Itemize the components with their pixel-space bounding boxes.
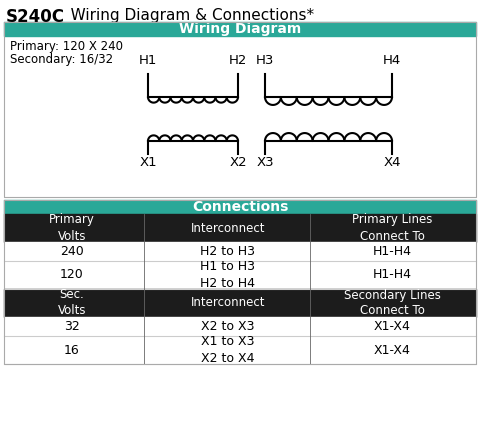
Text: X1 to X3
X2 to X4: X1 to X3 X2 to X4 xyxy=(201,335,255,365)
Text: 16: 16 xyxy=(64,343,80,356)
Text: Connections: Connections xyxy=(192,200,288,214)
Bar xyxy=(4,200,476,214)
Text: H1 to H3
H2 to H4: H1 to H3 H2 to H4 xyxy=(201,260,255,290)
Bar xyxy=(4,336,476,364)
Bar xyxy=(4,289,476,317)
Text: Primary Lines
Connect To: Primary Lines Connect To xyxy=(352,214,432,243)
Text: Secondary: 16/32: Secondary: 16/32 xyxy=(10,53,113,66)
Text: X1-X4: X1-X4 xyxy=(373,320,410,333)
Text: Wiring Diagram: Wiring Diagram xyxy=(179,22,301,36)
Text: Primary
Volts: Primary Volts xyxy=(49,214,95,243)
Text: 120: 120 xyxy=(60,269,84,282)
Text: X2: X2 xyxy=(229,156,247,169)
Text: S240C: S240C xyxy=(6,8,65,26)
Text: X2 to X3: X2 to X3 xyxy=(201,320,255,333)
Bar xyxy=(4,36,476,197)
Text: H1-H4: H1-H4 xyxy=(372,269,411,282)
Text: Interconnect: Interconnect xyxy=(191,296,265,309)
Text: Primary: 120 X 240: Primary: 120 X 240 xyxy=(10,40,123,53)
Bar xyxy=(4,261,476,289)
Text: Secondary Lines
Connect To: Secondary Lines Connect To xyxy=(344,289,441,318)
Text: Sec.
Volts: Sec. Volts xyxy=(58,289,86,318)
Text: H1-H4: H1-H4 xyxy=(372,245,411,258)
Text: H2: H2 xyxy=(229,54,247,67)
Text: X3: X3 xyxy=(256,156,274,169)
Text: Wiring Diagram & Connections*: Wiring Diagram & Connections* xyxy=(56,8,314,23)
Text: X1: X1 xyxy=(139,156,157,169)
Bar xyxy=(4,317,476,336)
Text: X4: X4 xyxy=(383,156,401,169)
Bar xyxy=(4,214,476,242)
Text: 32: 32 xyxy=(64,320,80,333)
Bar xyxy=(4,22,476,36)
Text: 240: 240 xyxy=(60,245,84,258)
Text: X1-X4: X1-X4 xyxy=(373,343,410,356)
Text: H4: H4 xyxy=(383,54,401,67)
Text: H1: H1 xyxy=(139,54,157,67)
Text: H2 to H3: H2 to H3 xyxy=(201,245,255,258)
Text: H3: H3 xyxy=(256,54,274,67)
Text: Interconnect: Interconnect xyxy=(191,221,265,234)
Bar xyxy=(4,242,476,261)
